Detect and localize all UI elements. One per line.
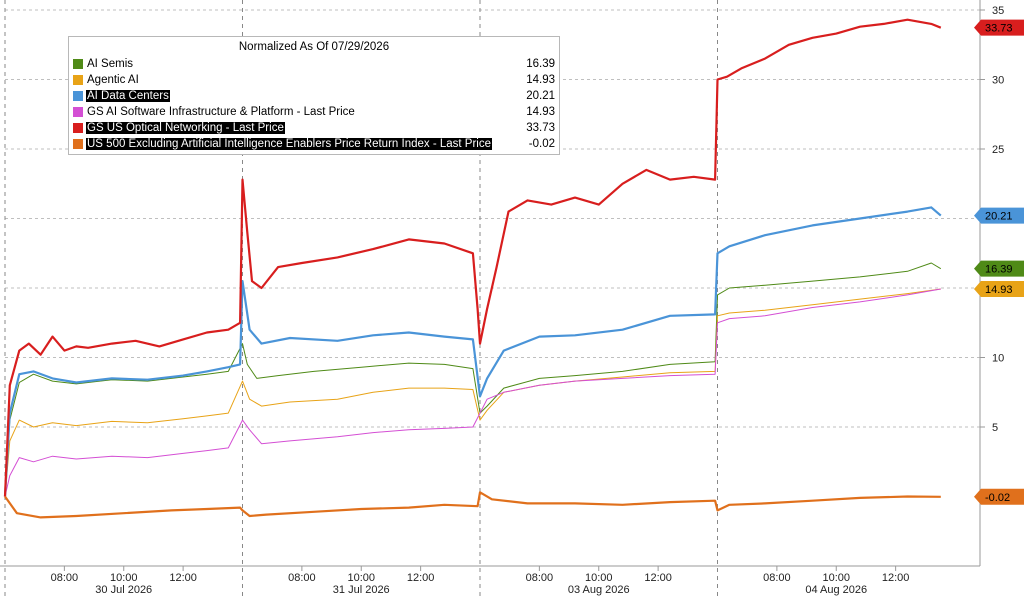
y-tick-label: 30 — [992, 75, 1004, 87]
badge-value: -0.02 — [985, 492, 1010, 504]
legend-item: US 500 Excluding Artificial Intelligence… — [73, 136, 555, 152]
y-tick-label: 25 — [992, 144, 1004, 156]
y-tick-label: 10 — [992, 353, 1004, 365]
series-line-us-500-excluding-artificial-intelligence — [4, 491, 941, 519]
legend-value: -0.02 — [528, 138, 555, 150]
x-tick-label: 08:00 — [51, 572, 79, 584]
legend-item: Agentic AI 14.93 — [73, 72, 555, 88]
legend-label: GS US Optical Networking - Last Price — [86, 122, 285, 134]
series-line-gs-ai-software-infrastructure-platform-l — [4, 288, 941, 497]
legend-value: 20.21 — [526, 90, 555, 102]
y-tick-label: 5 — [992, 422, 998, 434]
legend-item: AI Semis 16.39 — [73, 56, 555, 72]
legend-item: GS US Optical Networking - Last Price 33.… — [73, 120, 555, 136]
badge-shape — [974, 19, 1024, 36]
badge-shape — [974, 280, 1024, 297]
x-tick-label: 08:00 — [526, 572, 554, 584]
last-value-badges: 33.73 20.21 16.39 14.93 -0.02 — [974, 19, 1024, 505]
legend-value: 14.93 — [526, 74, 555, 86]
badge-value: 20.21 — [985, 211, 1013, 223]
last-value-badge: -0.02 — [974, 488, 1024, 505]
legend-label: AI Semis — [87, 58, 134, 70]
x-tick-label: 12:00 — [882, 572, 910, 584]
badge-shape — [974, 207, 1024, 224]
legend-item: GS AI Software Infrastructure & Platform… — [73, 104, 555, 120]
y-tick-label: 35 — [992, 5, 1004, 17]
legend-value: 16.39 — [526, 58, 555, 70]
last-value-badge: 20.21 — [974, 207, 1024, 224]
badge-value: 16.39 — [985, 264, 1013, 276]
x-tick-label: 12:00 — [169, 572, 197, 584]
legend-swatch — [73, 123, 83, 133]
x-tick-label: 10:00 — [822, 572, 850, 584]
x-axis: 08:00 10:00 12:00 08:00 10:00 12:00 08:00 10:00… — [0, 565, 980, 596]
x-day-label: 03 Aug 2026 — [568, 584, 630, 596]
legend-label: Agentic AI — [87, 74, 139, 86]
chart-title: Normalized As Of 07/29/2026 — [238, 41, 390, 53]
legend-swatch — [73, 75, 83, 85]
legend-swatch — [73, 139, 83, 149]
legend-swatch — [73, 107, 83, 117]
legend-swatch — [73, 59, 83, 69]
x-tick-label: 12:00 — [644, 572, 672, 584]
x-day-label: 31 Jul 2026 — [333, 584, 390, 596]
series-layer — [3, 18, 942, 519]
legend-label: US 500 Excluding Artificial Intelligence… — [86, 138, 492, 150]
series-line-gs-us-optical-networking-last-price — [3, 18, 942, 497]
last-value-badge: 33.73 — [974, 19, 1024, 36]
x-tick-label: 08:00 — [763, 572, 791, 584]
badge-value: 33.73 — [985, 23, 1013, 35]
x-tick-label: 12:00 — [407, 572, 435, 584]
x-day-label: 30 Jul 2026 — [95, 584, 152, 596]
x-tick-label: 10:00 — [585, 572, 613, 584]
legend-item: AI Data Centers 20.21 — [73, 88, 555, 104]
legend-swatch — [73, 91, 83, 101]
series-line-ai-data-centers — [3, 206, 942, 497]
badge-shape — [974, 260, 1024, 277]
x-tick-label: 10:00 — [110, 572, 138, 584]
series-line-ai-semis — [4, 262, 942, 497]
legend-rows: AI Semis 16.39 Agentic AI 14.93 AI Data Cent… — [73, 56, 555, 152]
x-day-label: 04 Aug 2026 — [805, 584, 867, 596]
legend-value: 14.93 — [526, 106, 555, 118]
x-tick-label: 08:00 — [288, 572, 316, 584]
legend: Normalized As Of 07/29/2026 AI Semis 16.3… — [68, 36, 560, 155]
legend-label: GS AI Software Infrastructure & Platform… — [87, 106, 355, 118]
badge-shape — [974, 488, 1024, 505]
series-line-agentic-ai — [4, 288, 941, 497]
legend-label: AI Data Centers — [86, 90, 170, 102]
last-value-badge: 16.39 — [974, 260, 1024, 277]
legend-value: 33.73 — [526, 122, 555, 134]
last-value-badge: 14.93 — [974, 280, 1024, 297]
badge-value: 14.93 — [985, 284, 1013, 296]
x-tick-label: 10:00 — [347, 572, 375, 584]
